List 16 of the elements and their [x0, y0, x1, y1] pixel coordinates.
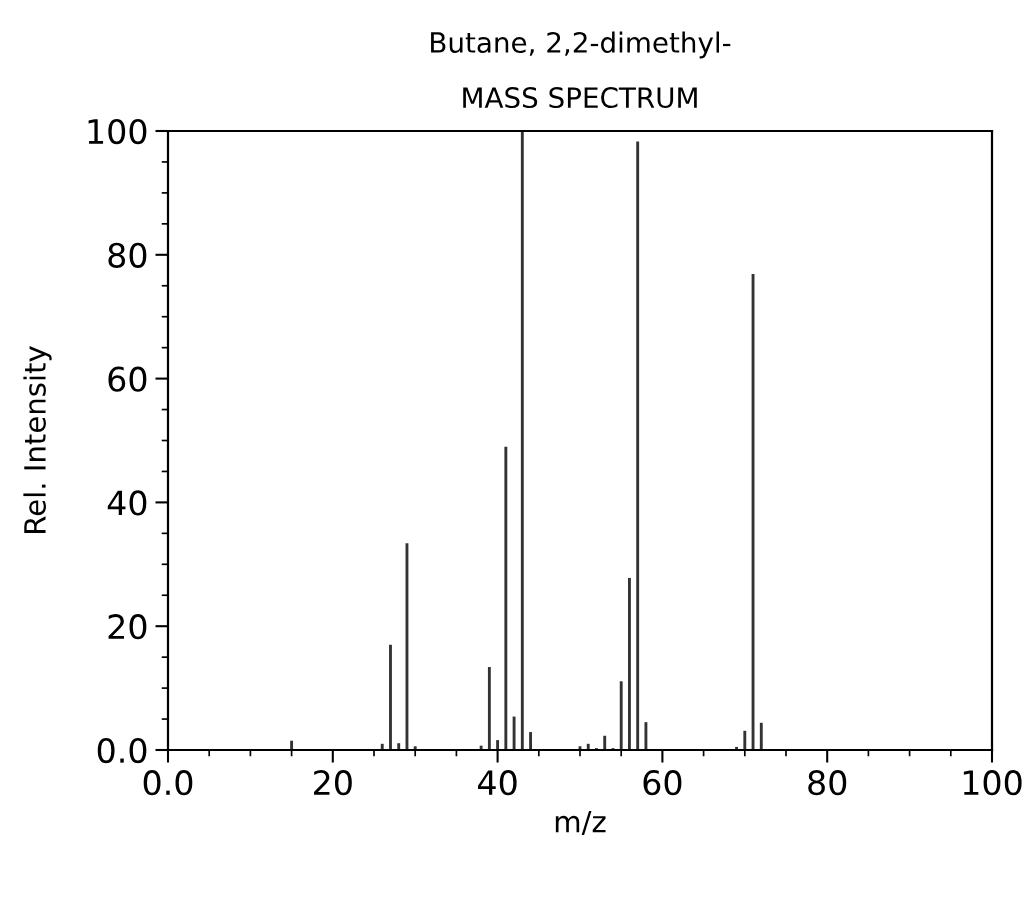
y-tick-label: 20	[108, 614, 147, 640]
x-tick-label: 20	[314, 770, 352, 796]
y-tick-label: 0.0	[97, 737, 147, 764]
y-tick-label: 60	[108, 366, 147, 392]
x-tick-label: 80	[808, 770, 847, 796]
y-tick-label: 80	[108, 242, 147, 268]
y-tick-label: 40	[107, 490, 147, 516]
chart-title: Butane, 2,2-dimethyl-	[431, 31, 731, 59]
x-tick-label: 60	[643, 770, 682, 796]
x-tick-label: 0.0	[143, 770, 193, 796]
y-axis-title: Rel. Intensity	[23, 346, 52, 533]
chart-subtitle: MASS SPECTRUM	[463, 87, 697, 109]
x-tick-label: 40	[478, 770, 517, 796]
y-tick-label: 100	[88, 118, 147, 145]
x-axis-title: m/z	[555, 810, 606, 835]
x-tick-label: 100	[963, 770, 1022, 796]
